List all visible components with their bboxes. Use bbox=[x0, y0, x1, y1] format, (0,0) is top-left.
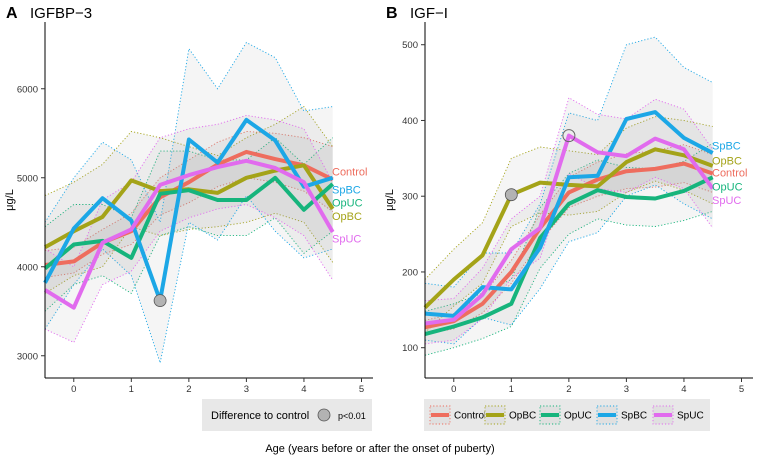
panel-b-band-lower-control bbox=[424, 182, 713, 335]
significance-legend-background bbox=[202, 399, 372, 431]
panel-a-band-upper-opuc bbox=[44, 137, 334, 228]
panel-a-y-tick-label: 6000 bbox=[17, 84, 38, 95]
panel-a-x-tick-label: 5 bbox=[359, 384, 364, 395]
legend-label-spbc: SpBC bbox=[621, 411, 647, 422]
panel-a-x-tick-label: 1 bbox=[129, 384, 134, 395]
panel-b-end-label-spuc: SpUC bbox=[712, 195, 741, 207]
x-axis-title: Age (years before or after the onset of … bbox=[265, 443, 494, 455]
panel-b-x-tick-label: 4 bbox=[681, 384, 686, 395]
panel-a-line-spbc bbox=[43, 117, 334, 303]
panel-b-line-spuc bbox=[424, 133, 715, 326]
panel-a-band-upper-spbc bbox=[44, 41, 333, 224]
panel-b-line-opuc bbox=[424, 175, 714, 337]
panel-a-line-control bbox=[44, 149, 334, 267]
panel-b-band-spuc bbox=[425, 97, 713, 344]
panel-a-x-tick-label: 4 bbox=[301, 384, 306, 395]
panel-a-band-lower-opbc bbox=[44, 212, 334, 294]
significance-legend-title: Difference to control bbox=[211, 410, 309, 422]
panel-b-end-label-spbc: SpBC bbox=[712, 140, 741, 152]
panel-b-x-tick-label: 3 bbox=[624, 384, 629, 395]
panel-a-end-label-opuc: OpUC bbox=[332, 198, 363, 210]
panel-b-band-lower-spuc bbox=[424, 172, 714, 345]
panel-a-band-upper-control bbox=[44, 131, 333, 252]
panel-a-y-tick-label: 4000 bbox=[17, 262, 38, 273]
panel-a-end-label-control: Control bbox=[332, 167, 367, 179]
panel-a-end-label-spuc: SpUC bbox=[332, 233, 361, 245]
panel-b-y-axis-title: μg/L bbox=[384, 189, 396, 211]
panel-b-end-label-control: Control bbox=[712, 168, 747, 180]
legend-label-opuc: OpUC bbox=[564, 411, 592, 422]
panel-a-x-tick-label: 2 bbox=[186, 384, 191, 395]
panel-a-band-lower-spuc bbox=[44, 204, 334, 343]
panel-b-y-tick-label: 300 bbox=[402, 192, 418, 203]
panel-a-letter: A bbox=[6, 5, 18, 22]
panel-b-x-tick-label: 2 bbox=[566, 384, 571, 395]
panel-a-significant-point-spbc bbox=[153, 294, 167, 308]
panel-b-band-lower-spbc bbox=[424, 184, 713, 345]
panel-b-end-label-opuc: OpUC bbox=[712, 181, 743, 193]
panel-a-band-control bbox=[45, 131, 333, 278]
panel-b-y-tick-label: 200 bbox=[402, 267, 418, 278]
panel-b-band-lower-opuc bbox=[424, 210, 713, 356]
group-legend: Control OpBC OpUC SpBC SpUC bbox=[424, 399, 710, 431]
panel-b-plot: 0 1 2 3 4 5 100 200 300 400 500 μg/L SpBC OpBCControl… bbox=[384, 22, 753, 395]
panel-b-x-tick-label: 1 bbox=[509, 384, 514, 395]
panel-b-significant-point-spuc bbox=[562, 129, 576, 143]
panel-b-line-control bbox=[424, 161, 714, 330]
panel-b-x-tick-label: 0 bbox=[451, 384, 456, 395]
significance-legend: Difference to control p<0.01 bbox=[202, 399, 372, 431]
panel-b-end-label-opbc: OpBC bbox=[712, 156, 742, 168]
panel-b-x-tick-label: 5 bbox=[739, 384, 744, 395]
panel-a-end-label-spbc: SpBC bbox=[332, 184, 361, 196]
panel-a-x-tick-label: 0 bbox=[71, 384, 76, 395]
panel-b-line-spbc bbox=[424, 110, 714, 318]
panel-a-line-opuc bbox=[43, 175, 335, 271]
panel-b-letter: B bbox=[386, 5, 398, 22]
panel-b-title: IGF−I bbox=[410, 5, 448, 22]
panel-b-line-opbc bbox=[423, 147, 714, 310]
panel-b-y-tick-label: 400 bbox=[402, 116, 418, 127]
panel-b-y-tick-label: 100 bbox=[402, 343, 418, 354]
panel-a-band-spbc bbox=[45, 42, 333, 363]
significance-legend-marker bbox=[317, 408, 331, 422]
legend-label-opbc: OpBC bbox=[509, 411, 536, 422]
panel-a-y-tick-label: 5000 bbox=[17, 173, 38, 184]
panel-a-line-spuc bbox=[43, 158, 335, 310]
significance-legend-label: p<0.01 bbox=[338, 411, 366, 421]
panel-a-x-tick-label: 3 bbox=[244, 384, 249, 395]
panel-b-band-upper-opbc bbox=[424, 116, 713, 280]
panel-a-y-tick-label: 3000 bbox=[17, 351, 38, 362]
legend-label-control: Control bbox=[454, 411, 486, 422]
panel-b-band-lower-opbc bbox=[424, 180, 713, 333]
panel-b-significant-point-opbc bbox=[504, 188, 518, 202]
panel-b-y-tick-label: 500 bbox=[402, 40, 418, 51]
panel-a-title: IGFBP−3 bbox=[30, 5, 92, 22]
panel-a-band-opbc bbox=[45, 106, 333, 294]
panel-a-y-axis-title: μg/L bbox=[4, 189, 16, 211]
panel-a-band-upper-opbc bbox=[44, 105, 334, 197]
panel-a-end-label-opbc: OpBC bbox=[332, 211, 362, 223]
panel-b-band-upper-control bbox=[424, 144, 713, 321]
legend-label-spuc: SpUC bbox=[677, 411, 704, 422]
panel-a-plot: 0 1 2 3 4 5 3000 4000 5000 6000 μg/L Control SpBC OpU… bbox=[4, 22, 373, 395]
